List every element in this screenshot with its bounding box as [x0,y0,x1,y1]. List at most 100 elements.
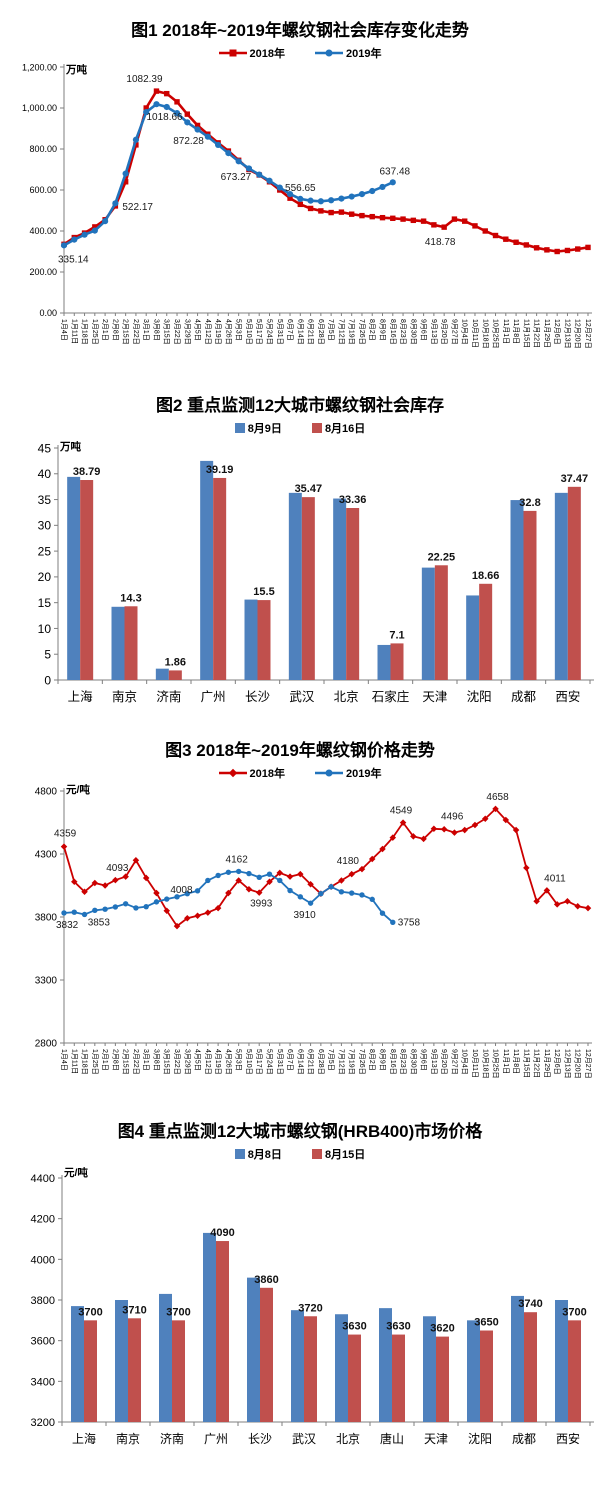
svg-text:唐山: 唐山 [380,1431,404,1446]
svg-text:6月14日: 6月14日 [296,1049,304,1075]
svg-text:元/吨: 元/吨 [64,1166,88,1179]
svg-text:广州: 广州 [204,1432,228,1446]
svg-text:6月14日: 6月14日 [296,319,304,345]
svg-text:15.5: 15.5 [253,586,274,598]
svg-text:4月5日: 4月5日 [194,1049,202,1071]
bar-天津-8月8日 [423,1316,436,1422]
svg-text:35: 35 [38,493,52,507]
svg-text:1018.66: 1018.66 [146,112,183,123]
svg-text:西安: 西安 [555,689,580,704]
svg-text:北京: 北京 [334,690,359,704]
svg-text:1月25日: 1月25日 [91,319,99,345]
y-axis-labels: 3200 3400 3600 3800 4000 4200 4400 [31,1173,55,1429]
svg-text:2月1日: 2月1日 [101,1049,109,1071]
figure-1-legend: 2018年 2019年 [0,45,600,61]
svg-text:30: 30 [38,519,52,533]
x-axis-labels: 1月4日 1月11日 1月18日 1月25日 2月1日 2月8日 2月15日 2月22日 3月1… [60,319,592,349]
svg-text:10月11日: 10月11日 [471,1049,479,1078]
svg-text:4月19日: 4月19日 [214,1049,222,1075]
svg-text:4月26日: 4月26日 [224,1049,232,1075]
bar-长沙-8月8日 [247,1277,260,1422]
bar-广州-8月9日 [200,460,214,680]
svg-text:3832: 3832 [56,920,79,931]
svg-text:1082.39: 1082.39 [126,74,163,85]
figure-4-legend: 8月8日 8月15日 [0,1146,600,1162]
svg-text:3853: 3853 [88,917,111,928]
bar-沈阳-8月9日 [466,595,480,680]
svg-text:沈阳: 沈阳 [467,689,492,704]
svg-text:800.00: 800.00 [29,144,57,154]
svg-text:7.1: 7.1 [389,629,404,641]
svg-text:1.86: 1.86 [165,656,186,668]
svg-text:3月8日: 3月8日 [152,1049,160,1071]
svg-text:1,200.00: 1,200.00 [22,63,57,72]
svg-text:4658: 4658 [486,792,509,803]
svg-text:39.19: 39.19 [206,464,234,476]
svg-text:3月1日: 3月1日 [142,1049,150,1071]
svg-text:1月11日: 1月11日 [70,319,78,344]
svg-text:556.65: 556.65 [285,183,316,194]
svg-text:5月3日: 5月3日 [235,1049,243,1071]
svg-text:12月20日: 12月20日 [574,1049,582,1079]
bar-武汉-8月15日 [304,1316,317,1422]
svg-text:4月26日: 4月26日 [224,319,232,345]
svg-text:成都: 成都 [512,1432,536,1446]
svg-text:3700: 3700 [562,1306,586,1318]
category-labels: 上海 南京 济南 广州 长沙 武汉 北京 石家庄 天津 沈阳 成都 西安 [68,689,581,704]
svg-text:沈阳: 沈阳 [468,1431,492,1446]
svg-text:9月20日: 9月20日 [440,1049,448,1075]
svg-text:长沙: 长沙 [245,690,271,704]
svg-text:4359: 4359 [54,829,77,840]
series-8月9日 [67,460,568,680]
axes [63,64,592,314]
svg-text:35.47: 35.47 [295,483,323,495]
legend-item-2018: 2018年 [218,45,285,61]
red-square-marker-icon [311,1149,322,1159]
svg-text:3700: 3700 [166,1306,190,1318]
svg-text:3710: 3710 [122,1304,146,1316]
svg-text:5月3日: 5月3日 [235,319,243,341]
bar-武汉-8月9日 [288,492,302,680]
svg-text:0: 0 [44,673,51,687]
svg-text:9月27日: 9月27日 [450,319,458,345]
bar-济南-8月16日 [168,670,182,680]
series-2018年 [60,805,592,930]
figure-1: 图1 2018年~2019年螺纹钢社会库存变化走势 2018年 2019年 0.… [0,16,600,375]
svg-text:3600: 3600 [31,1336,55,1348]
legend-item-2019: 2019年 [315,45,381,61]
svg-text:11月22日: 11月22日 [533,319,541,348]
bar-上海-8月9日 [67,476,81,680]
svg-text:9月27日: 9月27日 [450,1049,458,1075]
svg-text:3月15日: 3月15日 [163,1049,171,1075]
bar-北京-8月9日 [333,498,347,680]
svg-text:3700: 3700 [78,1306,102,1318]
series-2019年 [61,868,396,925]
legend-swatch [234,423,245,433]
svg-text:2月22日: 2月22日 [132,1049,140,1075]
bar-武汉-8月16日 [301,497,315,680]
figure-2-title: 图2 重点监测12大城市螺纹钢社会库存 [155,396,445,415]
svg-text:3800: 3800 [31,1295,55,1307]
bar-成都-8月9日 [510,500,524,680]
svg-text:西安: 西安 [556,1431,580,1446]
svg-text:3993: 3993 [250,899,273,910]
bar-天津-8月16日 [434,565,448,680]
figure-1-chart: 0.00 200.00 400.00 600.00 800.00 1,000.00 1,20… [0,62,600,375]
svg-text:12月6日: 12月6日 [553,319,561,345]
svg-text:2月22日: 2月22日 [132,319,140,345]
legend-item-2019-price: 2019年 [315,765,381,781]
svg-text:33.36: 33.36 [339,494,367,506]
y-axis-unit: 元/吨 [66,783,90,796]
red-line-diamond-marker-icon [218,768,247,778]
svg-text:8月23日: 8月23日 [399,319,407,345]
svg-text:3860: 3860 [254,1274,278,1286]
svg-text:3月8日: 3月8日 [152,319,160,341]
svg-text:上海: 上海 [72,1431,96,1446]
svg-text:5月31日: 5月31日 [276,1049,284,1075]
svg-text:4008: 4008 [170,885,193,896]
bar-成都-8月15日 [524,1312,537,1422]
legend-item-aug16: 8月16日 [311,420,365,436]
svg-text:南京: 南京 [112,689,137,704]
svg-text:3800: 3800 [35,913,58,924]
svg-text:18.66: 18.66 [472,570,500,582]
